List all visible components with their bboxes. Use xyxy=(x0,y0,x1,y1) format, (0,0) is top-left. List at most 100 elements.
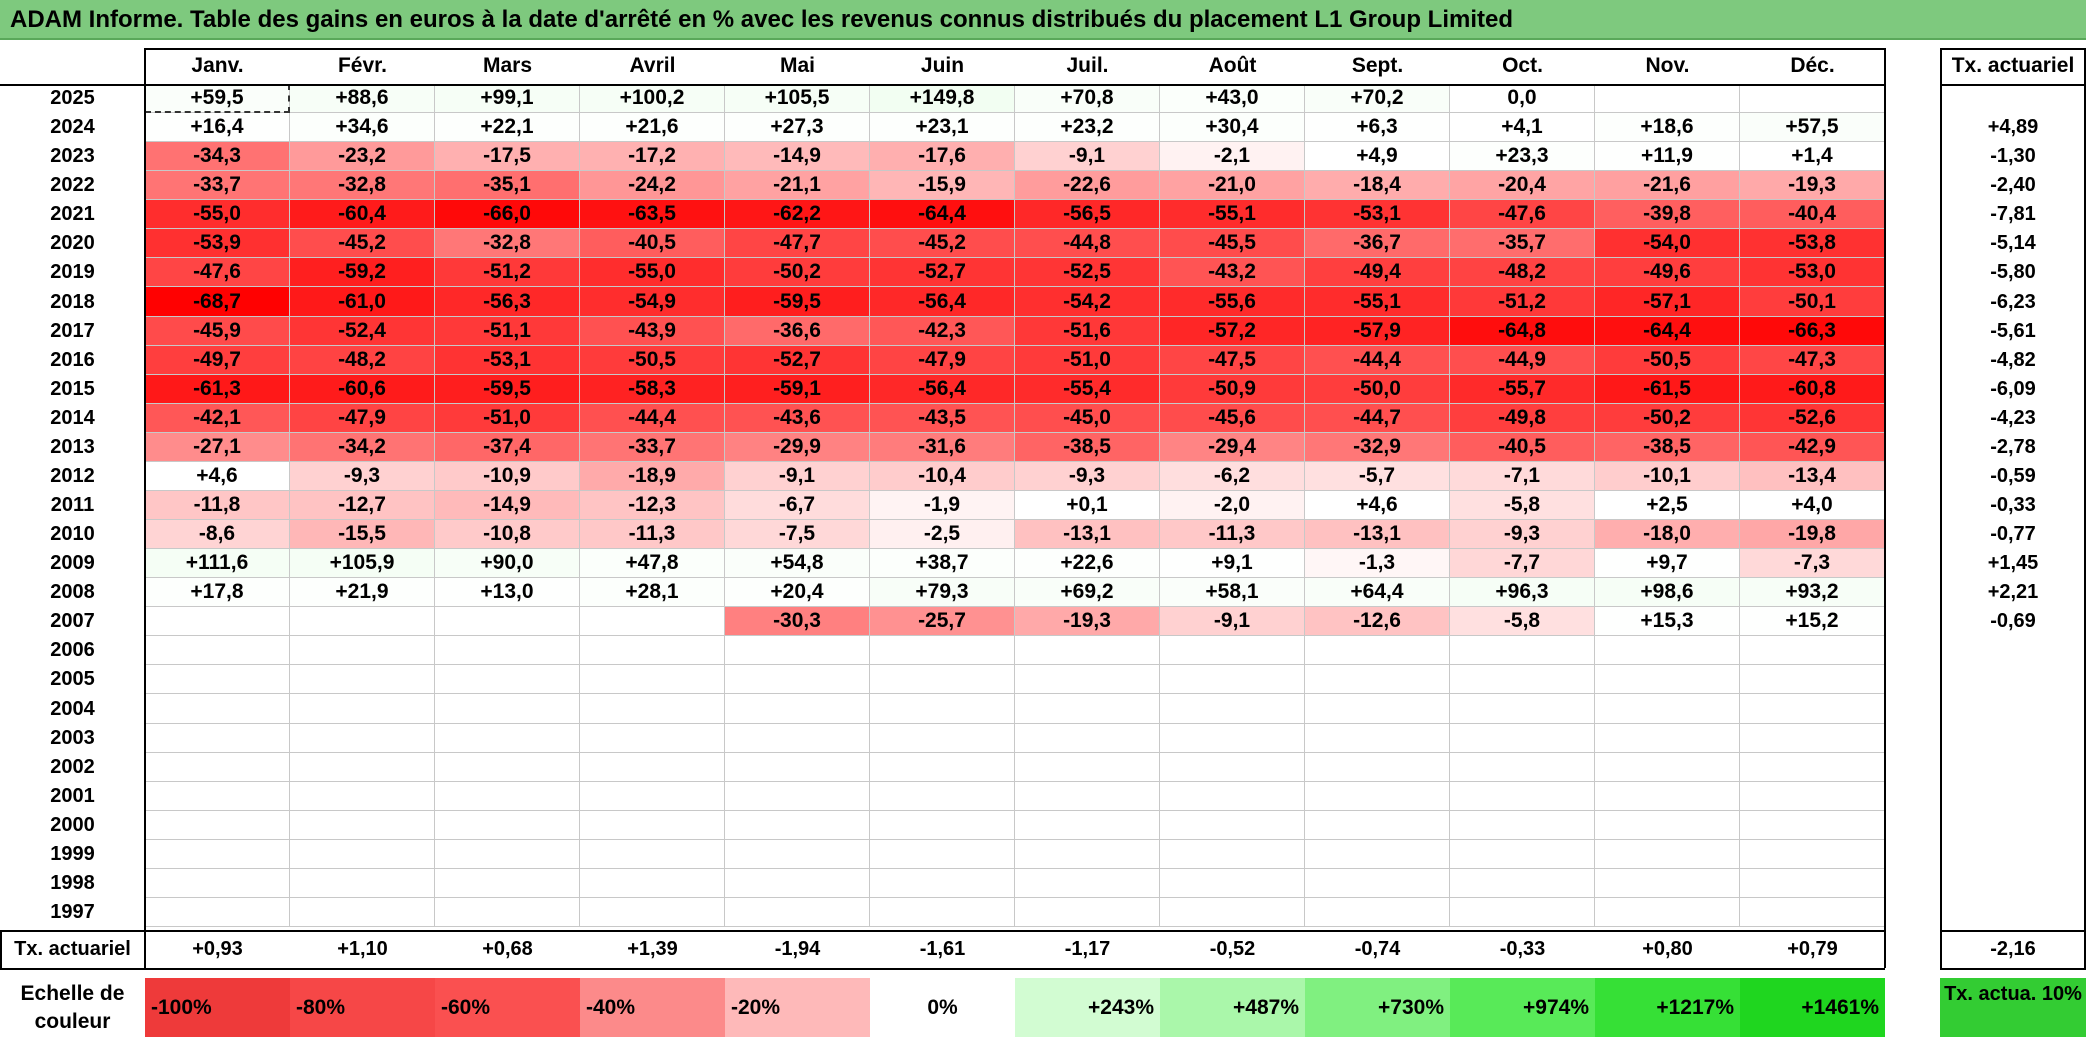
heatmap-cell[interactable]: -21,0 xyxy=(1160,171,1305,201)
heatmap-cell[interactable]: -44,8 xyxy=(1015,229,1160,259)
heatmap-cell[interactable]: -9,3 xyxy=(290,461,435,491)
heatmap-cell[interactable]: -59,2 xyxy=(290,258,435,288)
heatmap-cell[interactable] xyxy=(1595,723,1740,753)
heatmap-cell[interactable]: -57,9 xyxy=(1305,316,1450,346)
heatmap-cell[interactable]: -31,6 xyxy=(870,432,1015,462)
heatmap-cell[interactable]: -66,3 xyxy=(1740,316,1885,346)
heatmap-cell[interactable] xyxy=(870,897,1015,928)
heatmap-cell[interactable]: -55,1 xyxy=(1305,287,1450,317)
heatmap-cell[interactable]: -56,4 xyxy=(870,287,1015,317)
heatmap-cell[interactable]: -5,7 xyxy=(1305,461,1450,491)
heatmap-cell[interactable]: 0,0 xyxy=(1450,84,1595,114)
heatmap-cell[interactable]: +4,0 xyxy=(1740,490,1885,521)
heatmap-cell[interactable]: -38,5 xyxy=(1015,432,1160,462)
heatmap-cell[interactable] xyxy=(580,636,725,666)
heatmap-cell[interactable] xyxy=(1160,694,1305,724)
heatmap-cell[interactable]: -18,0 xyxy=(1595,520,1740,550)
heatmap-cell[interactable]: -32,9 xyxy=(1305,432,1450,462)
heatmap-cell[interactable]: -60,6 xyxy=(290,374,435,404)
heatmap-cell[interactable] xyxy=(145,607,290,637)
heatmap-cell[interactable]: +47,8 xyxy=(580,549,725,579)
heatmap-cell[interactable] xyxy=(1015,752,1160,782)
heatmap-cell[interactable] xyxy=(1450,636,1595,666)
heatmap-cell[interactable]: +9,7 xyxy=(1595,549,1740,579)
heatmap-cell[interactable] xyxy=(580,897,725,928)
heatmap-cell[interactable] xyxy=(1015,868,1160,898)
heatmap-cell[interactable]: -12,6 xyxy=(1305,607,1450,637)
heatmap-cell[interactable]: -10,4 xyxy=(870,461,1015,491)
heatmap-cell[interactable]: -13,1 xyxy=(1015,520,1160,550)
heatmap-cell[interactable]: +111,6 xyxy=(145,549,290,579)
heatmap-cell[interactable] xyxy=(725,810,870,840)
heatmap-cell[interactable] xyxy=(1595,752,1740,782)
heatmap-cell[interactable]: +34,6 xyxy=(290,113,435,143)
heatmap-cell[interactable]: +27,3 xyxy=(725,113,870,143)
heatmap-cell[interactable]: -51,1 xyxy=(435,316,580,346)
heatmap-cell[interactable]: -7,5 xyxy=(725,520,870,550)
heatmap-cell[interactable]: -14,9 xyxy=(725,142,870,172)
heatmap-cell[interactable]: +1,4 xyxy=(1740,142,1885,172)
heatmap-cell[interactable] xyxy=(1450,752,1595,782)
heatmap-cell[interactable]: +96,3 xyxy=(1450,578,1595,608)
heatmap-cell[interactable] xyxy=(145,839,290,869)
heatmap-cell[interactable] xyxy=(870,752,1015,782)
heatmap-cell[interactable]: -15,9 xyxy=(870,171,1015,201)
heatmap-cell[interactable]: -44,4 xyxy=(580,403,725,433)
heatmap-cell[interactable] xyxy=(1595,897,1740,928)
heatmap-cell[interactable] xyxy=(725,897,870,928)
heatmap-cell[interactable]: -55,4 xyxy=(1015,374,1160,404)
heatmap-cell[interactable] xyxy=(290,868,435,898)
heatmap-cell[interactable]: +15,3 xyxy=(1595,607,1740,637)
heatmap-cell[interactable]: -56,4 xyxy=(870,374,1015,404)
heatmap-cell[interactable]: -10,9 xyxy=(435,461,580,491)
heatmap-cell[interactable] xyxy=(1305,665,1450,695)
heatmap-cell[interactable] xyxy=(1740,84,1885,114)
heatmap-cell[interactable]: -55,1 xyxy=(1160,200,1305,230)
heatmap-cell[interactable] xyxy=(1740,694,1885,724)
heatmap-cell[interactable] xyxy=(1160,810,1305,840)
heatmap-cell[interactable]: -47,9 xyxy=(870,345,1015,375)
heatmap-cell[interactable]: -64,4 xyxy=(1595,316,1740,346)
heatmap-cell[interactable] xyxy=(435,810,580,840)
heatmap-cell[interactable]: +13,0 xyxy=(435,578,580,608)
heatmap-cell[interactable] xyxy=(435,752,580,782)
heatmap-cell[interactable] xyxy=(1305,897,1450,928)
heatmap-cell[interactable]: +21,6 xyxy=(580,113,725,143)
heatmap-cell[interactable]: -55,7 xyxy=(1450,374,1595,404)
heatmap-cell[interactable] xyxy=(1160,723,1305,753)
heatmap-cell[interactable] xyxy=(1160,636,1305,666)
heatmap-cell[interactable]: -61,5 xyxy=(1595,374,1740,404)
heatmap-cell[interactable] xyxy=(290,752,435,782)
heatmap-cell[interactable] xyxy=(580,781,725,811)
heatmap-cell[interactable]: +57,5 xyxy=(1740,113,1885,143)
heatmap-cell[interactable] xyxy=(290,897,435,928)
heatmap-cell[interactable]: -45,9 xyxy=(145,316,290,346)
heatmap-cell[interactable] xyxy=(290,839,435,869)
heatmap-cell[interactable] xyxy=(435,607,580,637)
heatmap-cell[interactable]: -47,6 xyxy=(145,258,290,288)
heatmap-cell[interactable]: +15,2 xyxy=(1740,607,1885,637)
heatmap-cell[interactable] xyxy=(435,868,580,898)
heatmap-cell[interactable] xyxy=(870,723,1015,753)
heatmap-cell[interactable]: -19,3 xyxy=(1740,171,1885,201)
heatmap-cell[interactable]: -49,7 xyxy=(145,345,290,375)
heatmap-cell[interactable]: -9,3 xyxy=(1015,461,1160,491)
heatmap-cell[interactable]: -21,1 xyxy=(725,171,870,201)
heatmap-cell[interactable]: +100,2 xyxy=(580,84,725,114)
heatmap-cell[interactable]: -15,5 xyxy=(290,520,435,550)
heatmap-cell[interactable]: +105,5 xyxy=(725,84,870,114)
heatmap-cell[interactable]: -42,3 xyxy=(870,316,1015,346)
heatmap-cell[interactable]: -45,0 xyxy=(1015,403,1160,433)
heatmap-cell[interactable]: +64,4 xyxy=(1305,578,1450,608)
heatmap-cell[interactable] xyxy=(435,897,580,928)
heatmap-cell[interactable] xyxy=(1160,781,1305,811)
heatmap-cell[interactable]: -42,1 xyxy=(145,403,290,433)
heatmap-cell[interactable]: -37,4 xyxy=(435,432,580,462)
heatmap-cell[interactable] xyxy=(435,694,580,724)
heatmap-cell[interactable]: -53,8 xyxy=(1740,229,1885,259)
heatmap-cell[interactable]: -53,0 xyxy=(1740,258,1885,288)
heatmap-cell[interactable]: -17,2 xyxy=(580,142,725,172)
heatmap-cell[interactable] xyxy=(290,723,435,753)
heatmap-cell[interactable]: -7,7 xyxy=(1450,549,1595,579)
heatmap-cell[interactable] xyxy=(1305,839,1450,869)
